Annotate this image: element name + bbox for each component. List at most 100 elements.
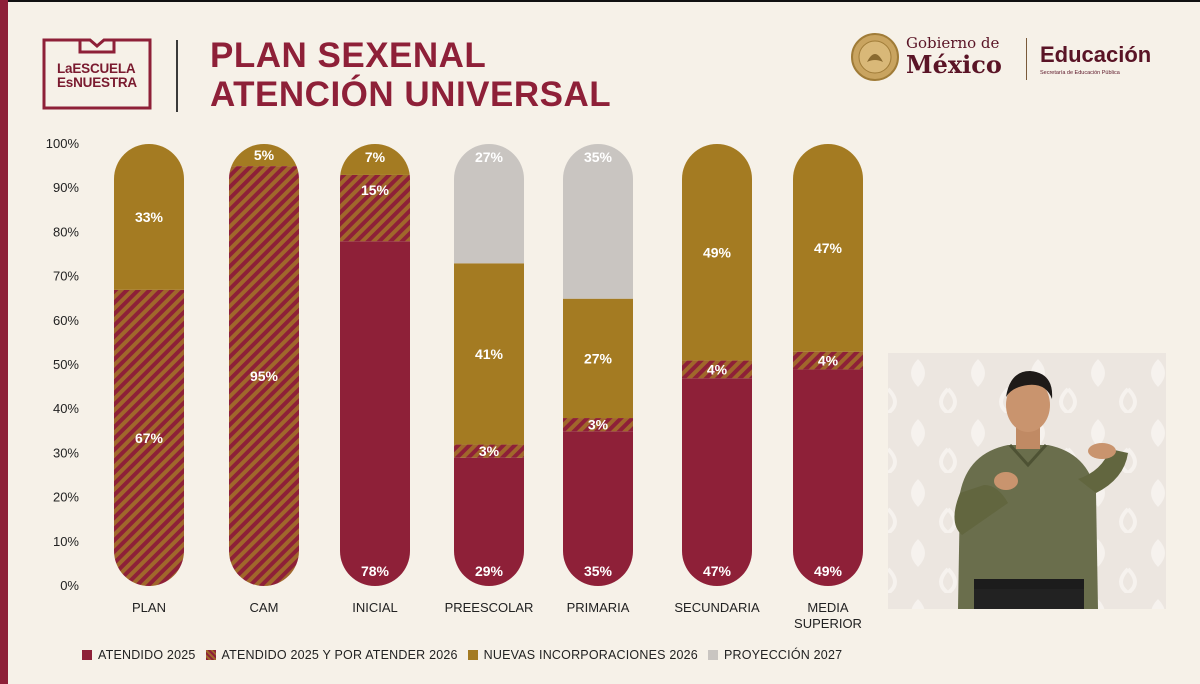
legend-swatch-nuevas [467, 650, 478, 660]
data-label: 67% [135, 430, 164, 446]
x-axis: PLAN CAM INICIAL PREESCOLAR PRIMARIA SECUNDAR… [132, 600, 862, 631]
chart-legend: ATENDIDO 2025 ATENDIDO 2025 Y POR ATENDE… [82, 648, 842, 662]
bar-segment-atendido-2025 [682, 378, 752, 586]
bar-segment-atendido-y-por-atender [454, 444, 524, 458]
data-label: 49% [703, 244, 732, 260]
bar-segment-atendido-y-por-atender [682, 360, 752, 379]
gob-divider [1026, 38, 1027, 80]
y-tick-label: 90% [53, 180, 79, 195]
title-line2: ATENCIÓN UNIVERSAL [210, 75, 612, 114]
legend-label: NUEVAS INCORPORACIONES 2026 [483, 648, 698, 662]
y-axis: 0% 10% 20% 30% 40% 50% 60% 70% 80% 90% 100% [46, 136, 80, 593]
x-tick-label: PREESCOLAR [445, 600, 534, 615]
data-label: 3% [588, 417, 609, 433]
y-tick-label: 30% [53, 445, 79, 460]
logo-text-line1: LaESCUELA [57, 61, 136, 76]
educacion-text: Educación [1040, 42, 1152, 67]
data-label: 7% [365, 149, 386, 165]
stacked-percent-bar-chart: 0% 10% 20% 30% 40% 50% 60% 70% 80% 90% 100% 67% 33%… [46, 136, 863, 631]
x-tick-label: INICIAL [352, 600, 398, 615]
data-label: 35% [584, 149, 613, 165]
x-tick-label: MEDIA [807, 600, 849, 615]
sign-language-interpreter-video [888, 353, 1166, 609]
bar-plan [114, 144, 184, 586]
national-seal-icon [851, 33, 899, 81]
bar-segment-proyeccion-2027 [454, 144, 524, 264]
x-tick-label: PRIMARIA [567, 600, 630, 615]
header-divider [176, 40, 178, 112]
bar-segment-nuevas-incorporaciones [229, 144, 299, 167]
y-tick-label: 20% [53, 490, 79, 505]
legend-swatch-hatched [205, 650, 216, 660]
data-label: 15% [361, 182, 390, 198]
y-tick-label: 0% [60, 578, 79, 593]
y-tick-label: 70% [53, 269, 79, 284]
data-label: 47% [703, 563, 732, 579]
top-frame-line [0, 0, 1200, 2]
bar-segment-atendido-y-por-atender [114, 289, 184, 586]
data-label: 29% [475, 563, 504, 579]
gobierno-de-text: Gobierno de [906, 34, 1000, 52]
bar-inicial [340, 144, 410, 586]
legend-item-atendido-y-por-atender: ATENDIDO 2025 Y POR ATENDER 2026 [205, 648, 458, 662]
data-label: 78% [361, 563, 390, 579]
bar-segment-atendido-y-por-atender [793, 351, 863, 370]
bar-segment-nuevas-incorporaciones [114, 144, 184, 290]
bar-segment-nuevas-incorporaciones [793, 144, 863, 352]
legend-swatch-proyeccion [707, 650, 718, 660]
x-tick-label: PLAN [132, 600, 166, 615]
gobierno-educacion-logo: Gobierno de México Educación Secretaría … [850, 30, 1180, 90]
bar-segment-atendido-2025 [340, 241, 410, 586]
page-title: PLAN SEXENAL ATENCIÓN UNIVERSAL [210, 36, 611, 114]
bar-preescolar [454, 144, 524, 586]
x-tick-label: SUPERIOR [794, 616, 862, 631]
sep-subtitle: Secretaría de Educación Pública [1040, 70, 1120, 76]
title-line1: PLAN SEXENAL [210, 36, 487, 75]
bar-segment-nuevas-incorporaciones [454, 263, 524, 445]
data-label: 27% [584, 350, 613, 366]
data-label: 47% [814, 240, 843, 256]
data-label: 5% [254, 147, 275, 163]
bar-media-superior [793, 144, 863, 586]
data-label: 4% [818, 353, 839, 369]
bar-cam [229, 144, 299, 586]
bar-primaria [563, 144, 633, 586]
legend-label: ATENDIDO 2025 [98, 648, 196, 662]
data-label: 35% [584, 563, 613, 579]
logo-book-icon [42, 38, 152, 110]
y-tick-label: 40% [53, 401, 79, 416]
y-tick-label: 100% [46, 136, 80, 151]
y-tick-label: 50% [53, 357, 79, 372]
data-label: 49% [814, 563, 843, 579]
legend-item-atendido-2025: ATENDIDO 2025 [82, 648, 196, 662]
interpreter-figure-icon [888, 353, 1166, 609]
data-label: 33% [135, 209, 164, 225]
bars-group: 67% 33% 95% 5% 78% 15% 7% 29% 3% 41% 27% 35% 3% 27% 35… [114, 144, 863, 586]
legend-label: PROYECCIÓN 2027 [723, 648, 843, 662]
mexico-text: México [906, 50, 1002, 79]
y-tick-label: 80% [53, 224, 79, 239]
y-tick-label: 10% [53, 534, 79, 549]
data-label: 95% [250, 368, 279, 384]
bar-segment-nuevas-incorporaciones [682, 144, 752, 361]
data-label: 41% [475, 346, 504, 362]
bar-segment-nuevas-incorporaciones [563, 298, 633, 419]
data-label: 27% [475, 149, 504, 165]
left-frame-bar [0, 0, 8, 684]
bar-segment-atendido-2025 [563, 431, 633, 586]
data-label: 4% [707, 361, 728, 377]
x-tick-label: CAM [250, 600, 279, 615]
bar-segment-proyeccion-2027 [563, 144, 633, 299]
x-tick-label: SECUNDARIA [674, 600, 760, 615]
logo-text-line2: EsNUESTRA [57, 75, 137, 90]
bar-segment-atendido-y-por-atender [229, 166, 299, 586]
bar-segment-atendido-2025 [454, 457, 524, 586]
legend-item-proyeccion-2027: PROYECCIÓN 2027 [707, 648, 843, 662]
data-label: 3% [479, 443, 500, 459]
legend-item-nuevas-incorporaciones: NUEVAS INCORPORACIONES 2026 [467, 648, 698, 662]
y-tick-label: 60% [53, 313, 79, 328]
bar-segment-atendido-y-por-atender [340, 174, 410, 242]
bar-segment-atendido-y-por-atender [563, 418, 633, 432]
legend-label: ATENDIDO 2025 Y POR ATENDER 2026 [221, 648, 458, 662]
legend-swatch-atendido-2025 [82, 650, 92, 660]
